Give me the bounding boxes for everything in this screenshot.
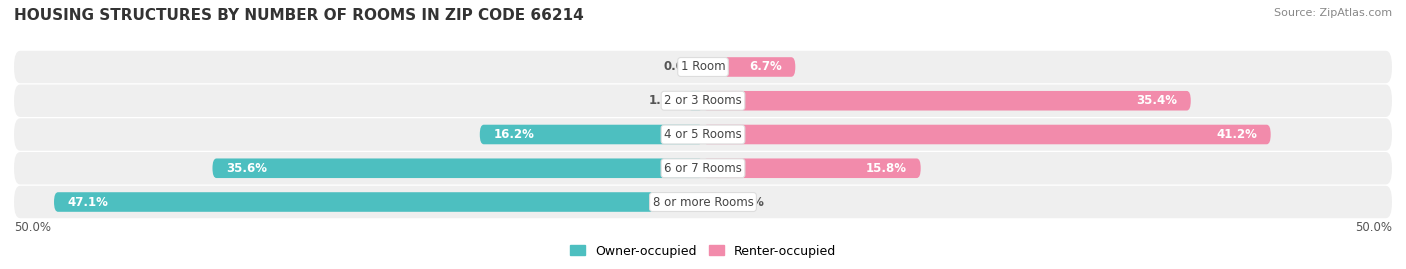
FancyBboxPatch shape: [479, 125, 703, 144]
FancyBboxPatch shape: [703, 91, 1191, 111]
FancyBboxPatch shape: [688, 91, 703, 111]
FancyBboxPatch shape: [703, 192, 717, 212]
FancyBboxPatch shape: [14, 186, 1392, 218]
Text: HOUSING STRUCTURES BY NUMBER OF ROOMS IN ZIP CODE 66214: HOUSING STRUCTURES BY NUMBER OF ROOMS IN…: [14, 8, 583, 23]
Text: 50.0%: 50.0%: [1355, 221, 1392, 233]
FancyBboxPatch shape: [53, 192, 703, 212]
Text: 1.1%: 1.1%: [648, 94, 681, 107]
FancyBboxPatch shape: [14, 51, 1392, 83]
FancyBboxPatch shape: [703, 57, 796, 77]
Text: 6 or 7 Rooms: 6 or 7 Rooms: [664, 162, 742, 175]
Legend: Owner-occupied, Renter-occupied: Owner-occupied, Renter-occupied: [565, 239, 841, 263]
Text: 2 or 3 Rooms: 2 or 3 Rooms: [664, 94, 742, 107]
Text: 6.7%: 6.7%: [749, 61, 782, 73]
FancyBboxPatch shape: [703, 125, 1271, 144]
Text: 0.97%: 0.97%: [723, 196, 763, 208]
Text: 4 or 5 Rooms: 4 or 5 Rooms: [664, 128, 742, 141]
FancyBboxPatch shape: [14, 118, 1392, 151]
Text: 35.6%: 35.6%: [226, 162, 267, 175]
Text: 8 or more Rooms: 8 or more Rooms: [652, 196, 754, 208]
Text: 1 Room: 1 Room: [681, 61, 725, 73]
FancyBboxPatch shape: [14, 152, 1392, 185]
FancyBboxPatch shape: [703, 158, 921, 178]
Text: 47.1%: 47.1%: [67, 196, 108, 208]
Text: 0.0%: 0.0%: [664, 61, 696, 73]
Text: 50.0%: 50.0%: [14, 221, 51, 233]
FancyBboxPatch shape: [212, 158, 703, 178]
FancyBboxPatch shape: [14, 84, 1392, 117]
Text: Source: ZipAtlas.com: Source: ZipAtlas.com: [1274, 8, 1392, 18]
Text: 15.8%: 15.8%: [866, 162, 907, 175]
Text: 41.2%: 41.2%: [1216, 128, 1257, 141]
Text: 35.4%: 35.4%: [1136, 94, 1177, 107]
Text: 16.2%: 16.2%: [494, 128, 534, 141]
